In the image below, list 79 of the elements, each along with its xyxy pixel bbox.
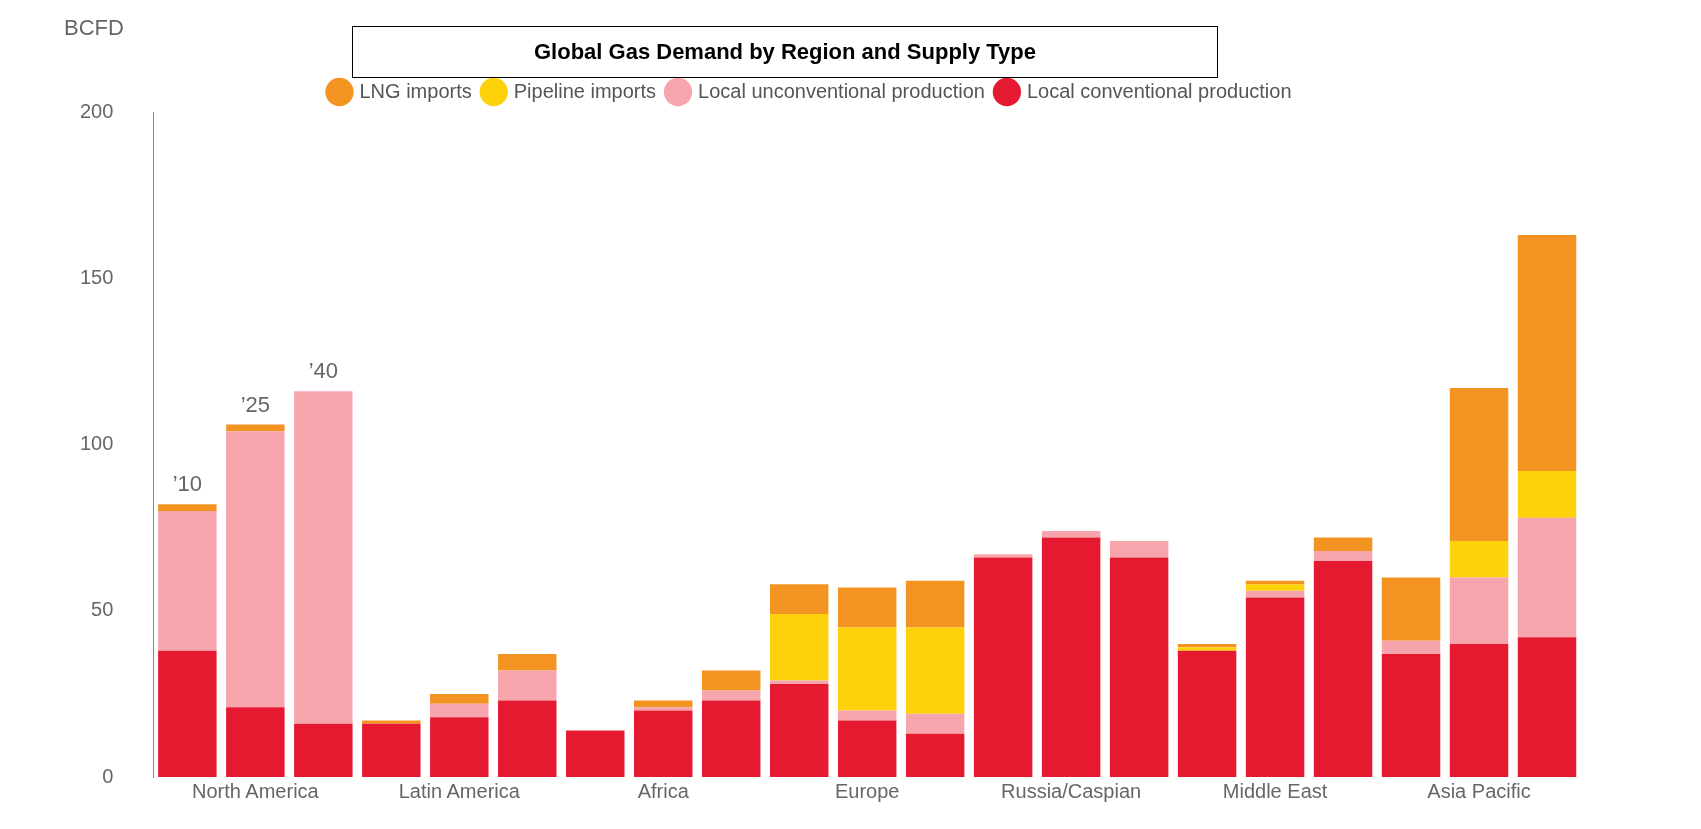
bar <box>1517 637 1577 777</box>
y-tick-label: 100 <box>79 432 114 455</box>
bar <box>973 557 1033 777</box>
bar <box>158 511 217 651</box>
bar <box>1041 537 1101 777</box>
bar <box>566 730 625 777</box>
bar <box>1449 387 1509 541</box>
bar <box>1177 650 1237 777</box>
bar <box>1517 517 1577 638</box>
bar <box>701 690 761 701</box>
legend-label: Pipeline imports <box>513 79 657 102</box>
bar <box>158 650 217 777</box>
x-tick-label: Middle East <box>1222 779 1328 802</box>
bar <box>1517 235 1577 472</box>
x-tick-label: Africa <box>637 779 690 802</box>
bar <box>1449 577 1509 644</box>
bar <box>430 703 489 718</box>
bar <box>498 700 557 777</box>
bar <box>226 707 285 777</box>
annotation: ’25 <box>240 391 271 417</box>
bar <box>769 680 829 684</box>
bar <box>430 693 489 704</box>
annotation: ’40 <box>308 358 338 384</box>
bar <box>294 723 353 777</box>
bar <box>634 710 693 777</box>
bar <box>701 670 761 691</box>
bar <box>1313 550 1373 561</box>
bar <box>1449 540 1509 578</box>
bar <box>362 723 421 777</box>
bar <box>905 627 965 714</box>
bar <box>1109 557 1169 777</box>
bar <box>769 584 829 615</box>
y-tick-label: 150 <box>79 265 114 288</box>
bar <box>362 720 421 724</box>
y-tick-label: 50 <box>91 598 114 621</box>
bar <box>837 710 897 721</box>
bar <box>1381 653 1441 777</box>
chart-title: Global Gas Demand by Region and Supply Type <box>352 26 1218 78</box>
annotation: ’10 <box>172 471 203 497</box>
x-tick-label: Asia Pacific <box>1427 779 1531 802</box>
bar <box>226 431 285 708</box>
bar <box>1313 537 1373 551</box>
x-tick-label: Europe <box>834 779 900 802</box>
bar <box>837 587 897 628</box>
y-tick-label: 0 <box>102 764 114 787</box>
bar <box>1245 597 1305 777</box>
bar <box>905 713 965 734</box>
bar <box>1517 471 1577 518</box>
legend-label: LNG imports <box>359 79 472 102</box>
bar <box>905 733 965 777</box>
bar <box>634 707 693 711</box>
bar <box>905 580 965 628</box>
x-tick-label: Russia/Caspian <box>1001 779 1142 802</box>
bar <box>837 627 897 711</box>
x-tick-label: Latin America <box>398 779 521 802</box>
bar <box>1449 644 1509 777</box>
legend-label: Local conventional production <box>1026 79 1292 102</box>
x-tick-label: North America <box>191 779 320 802</box>
bar <box>1245 584 1305 591</box>
bar <box>158 504 217 511</box>
bar <box>1381 577 1441 641</box>
bar <box>973 554 1033 558</box>
bar <box>1109 540 1169 558</box>
bar <box>1041 530 1101 538</box>
bar <box>498 653 557 671</box>
y-axis-title: BCFD <box>64 15 124 41</box>
bar <box>294 391 353 724</box>
y-tick-label: 200 <box>79 99 114 122</box>
bar <box>1245 580 1305 585</box>
bar <box>769 614 829 681</box>
bar <box>701 700 761 777</box>
bar <box>430 717 489 777</box>
bar <box>226 424 285 432</box>
bar <box>769 683 829 777</box>
bar <box>1381 640 1441 654</box>
bar <box>498 670 557 701</box>
bar <box>1313 560 1373 777</box>
legend-label: Local unconventional production <box>698 79 985 102</box>
bar <box>837 720 897 777</box>
